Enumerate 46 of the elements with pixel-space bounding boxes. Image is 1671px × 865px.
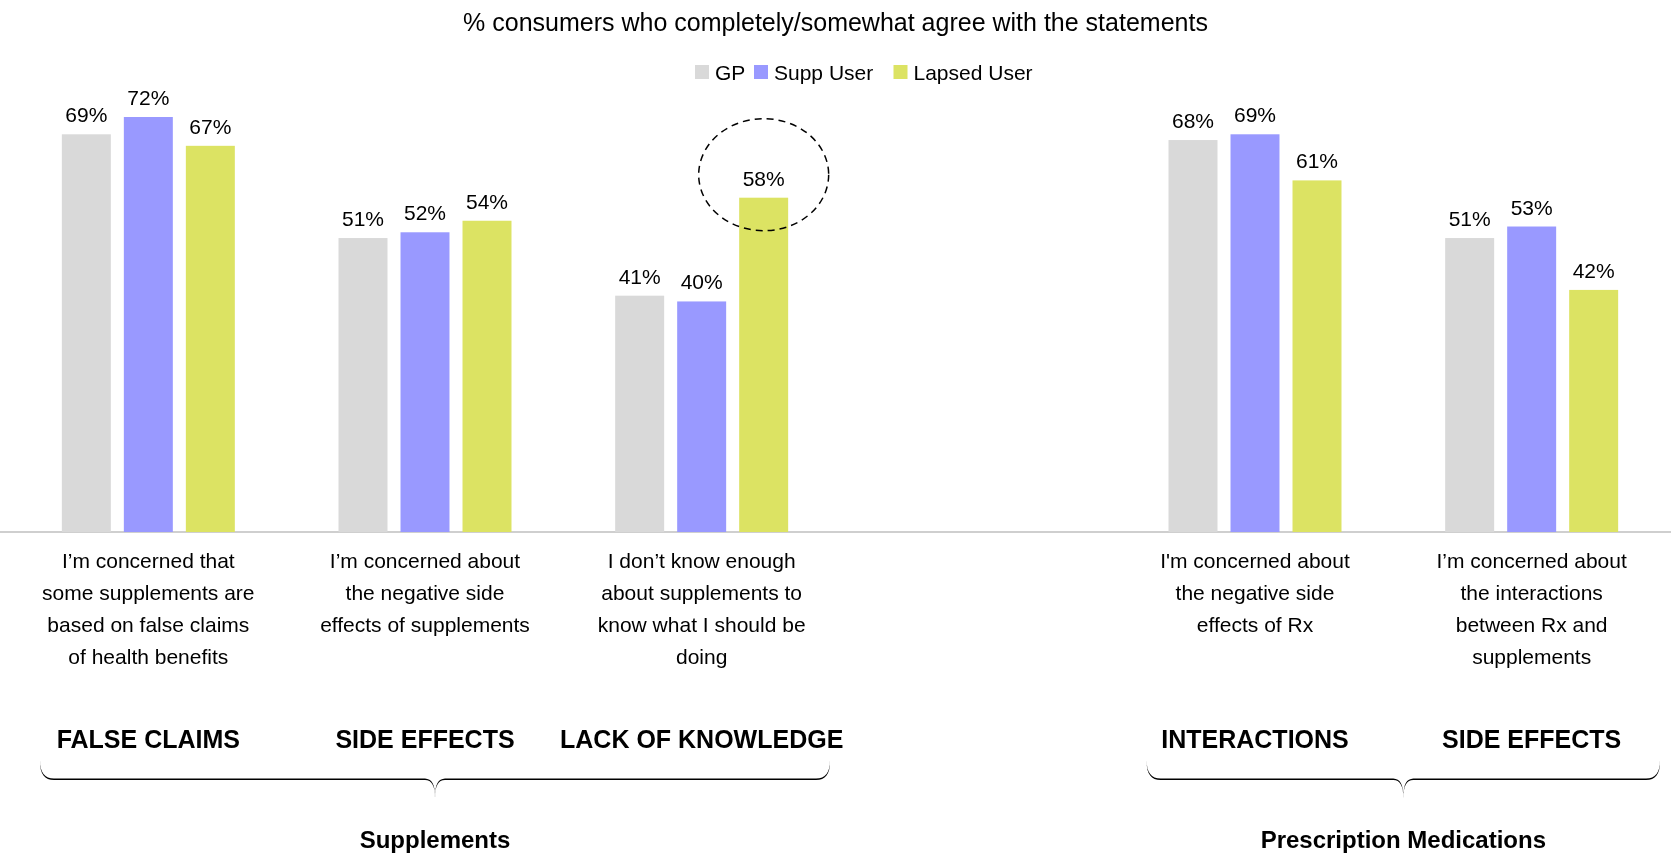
bar (1292, 180, 1342, 532)
data-label: 72% (127, 86, 170, 109)
text: LACK OF KNOWLEDGE (560, 725, 844, 753)
data-label: 67% (189, 114, 232, 138)
text: SIDE EFFECTS (335, 725, 515, 753)
bar (123, 117, 173, 532)
bar (1445, 238, 1495, 532)
data-label: 58% (742, 166, 785, 190)
bar (1168, 140, 1218, 532)
data-label: 51% (341, 207, 385, 231)
data-label: 52% (403, 201, 447, 225)
bar (1569, 289, 1619, 532)
data-label: 42% (1572, 258, 1615, 282)
x-tick-label: I’m concerned about the negative side effects of supplements (320, 549, 530, 636)
data-label: 54% (465, 189, 509, 213)
bar (400, 232, 450, 532)
data-label: 51% (1448, 207, 1491, 231)
x-tick-label: I’m concerned that some supplements are based on false claims of health benefits (42, 549, 255, 668)
text: FALSE CLAIMS (56, 725, 241, 753)
bar (615, 295, 665, 532)
bar (739, 197, 789, 532)
bar (677, 301, 727, 532)
text: Supplements (359, 826, 511, 853)
x-tick-label: I don’t know enough about supplements to know what I should be doing (597, 549, 806, 668)
bar (1507, 226, 1557, 532)
x-tick-label: I'm concerned about the negative side effects of Rx (1160, 549, 1350, 636)
legend-label: Supp User (774, 61, 874, 84)
data-label: 68% (1171, 109, 1215, 133)
x-tick-label: I’m concerned about the interactions between Rx and supplements (1436, 549, 1627, 668)
text: INTERACTIONS (1161, 725, 1349, 753)
data-label: 41% (618, 264, 661, 288)
data-label: 53% (1510, 195, 1553, 219)
legend-label: Lapsed User (913, 61, 1033, 84)
text: SIDE EFFECTS (1442, 725, 1622, 753)
bar (185, 145, 235, 532)
data-label: 40% (680, 270, 723, 294)
bar (338, 238, 388, 532)
text: Prescription Medications (1260, 826, 1547, 853)
chart-title: % consumers who completely/somewhat agree with the statements (463, 8, 1208, 36)
legend-label: GP (715, 61, 746, 84)
bar (462, 220, 512, 532)
bar (1230, 134, 1280, 532)
data-label: 61% (1295, 149, 1339, 173)
data-label: 69% (1233, 103, 1277, 127)
bar (61, 134, 111, 532)
data-label: 69% (65, 103, 108, 127)
